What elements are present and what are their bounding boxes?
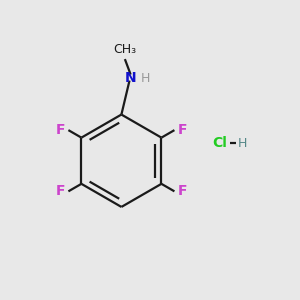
Text: F: F (56, 184, 65, 198)
Text: H: H (141, 72, 150, 85)
Text: H: H (238, 137, 248, 150)
Text: N: N (125, 70, 136, 85)
Text: F: F (56, 123, 65, 137)
Text: Cl: Cl (213, 136, 227, 150)
Text: F: F (178, 184, 188, 198)
Text: F: F (178, 123, 188, 137)
Text: CH₃: CH₃ (113, 43, 136, 56)
